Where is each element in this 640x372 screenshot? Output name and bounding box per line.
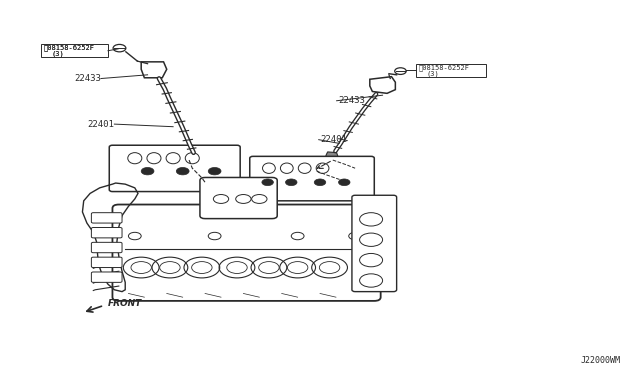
FancyBboxPatch shape: [92, 228, 122, 238]
Circle shape: [208, 167, 221, 175]
Text: 22433: 22433: [338, 96, 365, 105]
FancyBboxPatch shape: [92, 213, 122, 223]
FancyBboxPatch shape: [92, 272, 122, 282]
Text: (3): (3): [426, 70, 439, 77]
Circle shape: [339, 179, 350, 186]
Circle shape: [176, 167, 189, 175]
Text: る08158-6252F: る08158-6252F: [44, 45, 95, 51]
Text: 22401: 22401: [320, 135, 347, 144]
Circle shape: [262, 179, 273, 186]
FancyBboxPatch shape: [109, 145, 240, 192]
Polygon shape: [189, 153, 200, 164]
Text: る08158-6252F: る08158-6252F: [44, 45, 95, 51]
Circle shape: [314, 179, 326, 186]
Bar: [416, 64, 486, 77]
Text: (3): (3): [52, 50, 65, 57]
FancyBboxPatch shape: [250, 156, 374, 201]
Text: (3): (3): [52, 50, 65, 57]
Text: 22433: 22433: [74, 74, 101, 83]
Text: る08158-6252F: る08158-6252F: [419, 64, 469, 71]
Circle shape: [285, 179, 297, 186]
FancyBboxPatch shape: [352, 195, 397, 292]
FancyBboxPatch shape: [92, 242, 122, 253]
Text: 22401: 22401: [87, 120, 114, 129]
FancyBboxPatch shape: [92, 257, 122, 267]
Polygon shape: [370, 77, 396, 93]
FancyBboxPatch shape: [200, 177, 277, 219]
Polygon shape: [141, 62, 167, 78]
Text: FRONT: FRONT: [108, 299, 142, 308]
Text: J22000WM: J22000WM: [580, 356, 620, 365]
Bar: [41, 44, 108, 57]
FancyBboxPatch shape: [113, 205, 381, 301]
Polygon shape: [325, 152, 338, 163]
Circle shape: [141, 167, 154, 175]
